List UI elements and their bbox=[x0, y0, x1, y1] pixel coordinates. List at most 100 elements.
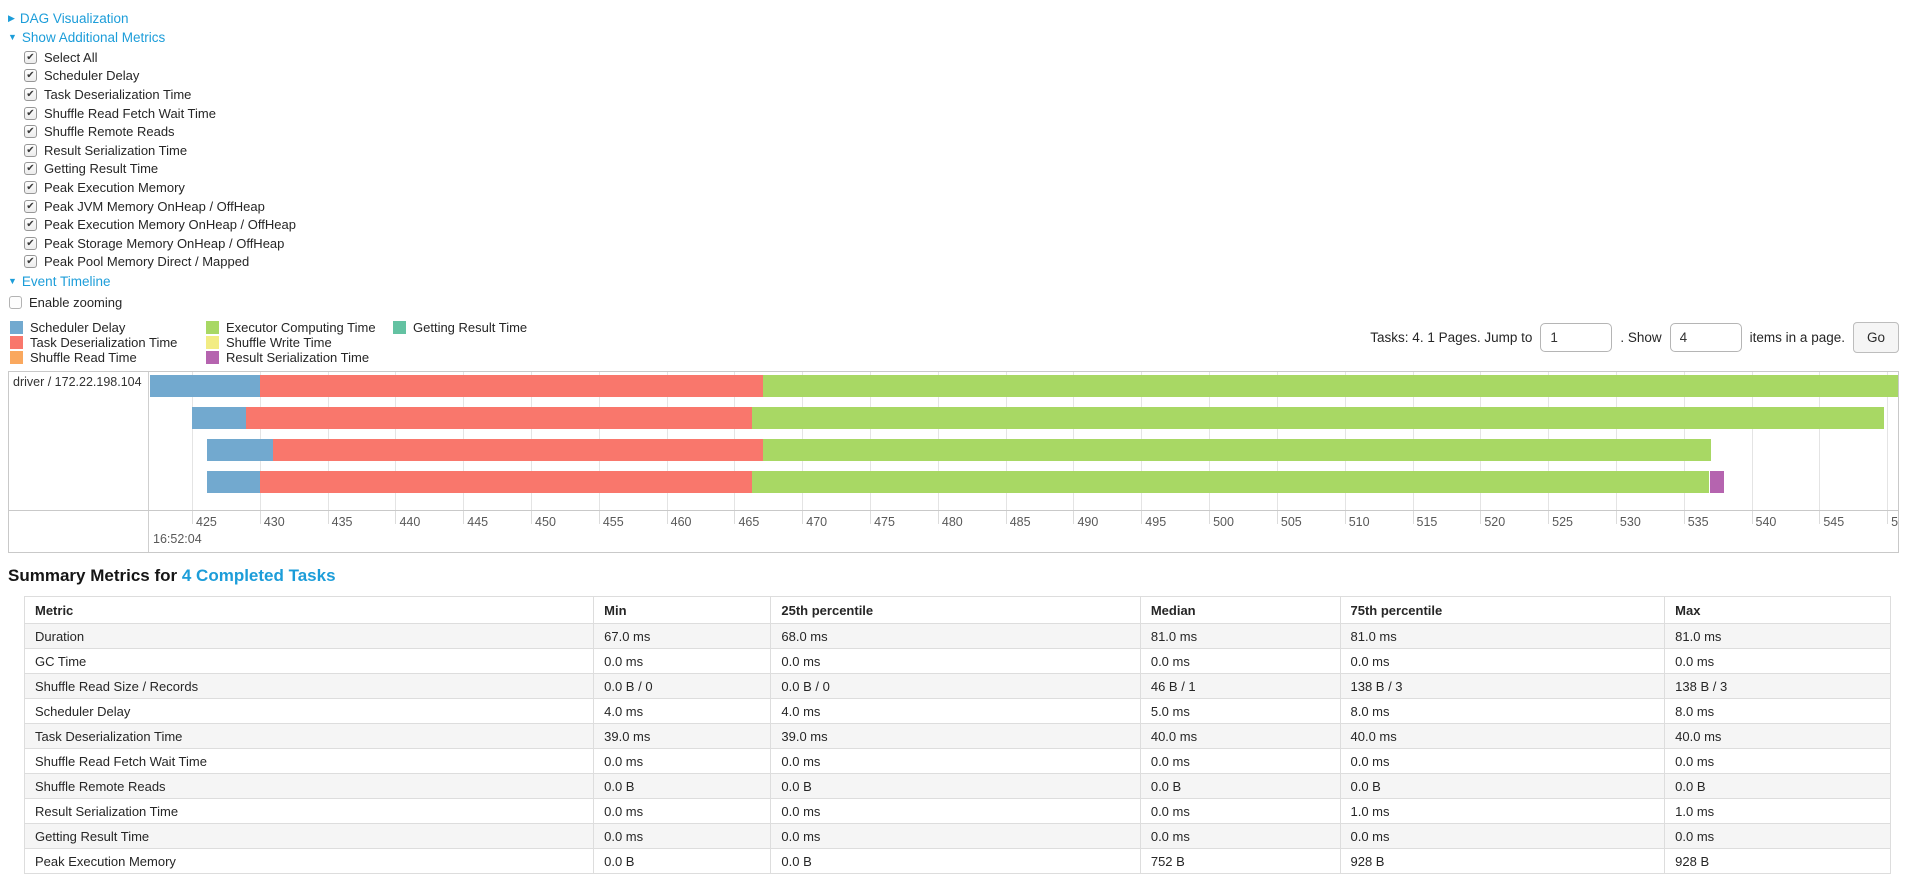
metric-value-cell: 0.0 ms bbox=[1339, 823, 1666, 850]
timeline-task-bar-segment[interactable] bbox=[762, 375, 1898, 398]
legend-column: Scheduler Delay Task Deserialization Time… bbox=[10, 320, 191, 365]
column-header: Metric bbox=[23, 596, 595, 625]
metric-name-cell: GC Time bbox=[23, 648, 595, 675]
metric-name-cell: Duration bbox=[23, 623, 595, 650]
metric-checkbox[interactable]: ✔ bbox=[24, 199, 37, 213]
timeline-task-bar-segment[interactable] bbox=[192, 407, 247, 430]
legend-item: Executor Computing Time bbox=[206, 320, 378, 335]
metric-checkbox-row: ✔ Shuffle Remote Reads bbox=[24, 122, 1899, 141]
axis-tick-label: 485 bbox=[1009, 515, 1031, 530]
metric-value-cell: 68.0 ms bbox=[770, 623, 1141, 650]
summary-metrics-table: Metric Min 25th percentile Median 75th perce… bbox=[23, 596, 1891, 874]
timeline-task-bar-segment[interactable] bbox=[273, 439, 763, 462]
legend-label: Scheduler Delay bbox=[30, 320, 126, 336]
metric-value-cell: 8.0 ms bbox=[1339, 698, 1666, 725]
timeline-task-bar-segment[interactable] bbox=[206, 471, 260, 494]
pagination-prefix-text: Tasks: 4. 1 Pages. Jump to bbox=[1370, 330, 1533, 346]
event-timeline-label: Event Timeline bbox=[21, 273, 111, 289]
axis-tick bbox=[1141, 511, 1143, 525]
metric-checkbox-label: Getting Result Time bbox=[44, 161, 159, 177]
metric-value-cell: 81.0 ms bbox=[1339, 623, 1666, 650]
timeline-task-bar-segment[interactable] bbox=[259, 471, 753, 494]
executor-row-label: driver / 172.22.198.104 bbox=[9, 372, 149, 553]
items-per-page-input[interactable] bbox=[1669, 323, 1742, 353]
completed-tasks-link[interactable]: 4 Completed Tasks bbox=[181, 566, 336, 586]
axis-tick-label: 460 bbox=[670, 515, 692, 530]
axis-tick-label: 530 bbox=[1619, 515, 1641, 530]
timeline-task-bar-segment[interactable] bbox=[246, 407, 753, 430]
metric-checkbox[interactable]: ✔ bbox=[24, 255, 37, 269]
collapsed-arrow-icon: ▶ bbox=[8, 12, 15, 23]
axis-tick bbox=[666, 511, 668, 525]
table-row: Shuffle Remote Reads 0.0 B 0.0 B 0.0 B 0.0 B… bbox=[23, 773, 1891, 800]
metric-checkbox[interactable]: ✔ bbox=[24, 236, 37, 250]
timeline-time-axis: 16:52:04 425 430 435 440 445 450 455 460 465 470 4… bbox=[9, 510, 1898, 552]
timeline-task-bar-segment[interactable] bbox=[259, 375, 763, 398]
metric-checkbox[interactable]: ✔ bbox=[24, 69, 37, 83]
enable-zooming-checkbox[interactable] bbox=[9, 296, 22, 310]
metric-value-cell: 81.0 ms bbox=[1664, 623, 1891, 650]
metric-checkbox-label: Select All bbox=[44, 49, 98, 65]
legend-item: Shuffle Write Time bbox=[206, 335, 378, 350]
metric-value-cell: 0.0 ms bbox=[1139, 823, 1341, 850]
metric-checkbox[interactable]: ✔ bbox=[24, 50, 37, 64]
metric-checkbox[interactable]: ✔ bbox=[24, 218, 37, 232]
axis-tick bbox=[1480, 511, 1482, 525]
axis-tick-label: 500 bbox=[1213, 515, 1234, 530]
axis-tick bbox=[1276, 511, 1278, 525]
legend-item: Getting Result Time bbox=[393, 320, 527, 335]
metric-value-cell: 0.0 ms bbox=[1139, 648, 1341, 675]
metric-checkbox[interactable]: ✔ bbox=[24, 180, 37, 194]
event-timeline-toggle[interactable]: ▼ Event Timeline bbox=[8, 273, 1899, 289]
metric-checkbox-row: ✔ Shuffle Read Fetch Wait Time bbox=[24, 104, 1899, 123]
metric-value-cell: 0.0 B / 0 bbox=[593, 673, 772, 700]
metric-checkbox[interactable]: ✔ bbox=[24, 106, 37, 120]
axis-gridline bbox=[1887, 372, 1889, 511]
axis-tick-label: 515 bbox=[1416, 515, 1438, 530]
timeline-task-bar-segment[interactable] bbox=[1709, 471, 1725, 494]
timeline-task-bar-segment[interactable] bbox=[206, 439, 274, 462]
go-button[interactable]: Go bbox=[1852, 322, 1899, 354]
axis-tick bbox=[1615, 511, 1617, 525]
executor-computing-swatch-icon bbox=[206, 321, 219, 335]
axis-tick bbox=[802, 511, 804, 525]
metric-value-cell: 0.0 B bbox=[770, 773, 1141, 800]
metric-checkbox[interactable]: ✔ bbox=[24, 125, 37, 139]
timeline-task-bar-segment[interactable] bbox=[150, 375, 260, 398]
metric-checkbox[interactable]: ✔ bbox=[24, 87, 37, 101]
metric-value-cell: 0.0 ms bbox=[1339, 648, 1666, 675]
show-additional-metrics-toggle[interactable]: ▼ Show Additional Metrics bbox=[8, 29, 1899, 45]
metric-value-cell: 4.0 ms bbox=[593, 698, 772, 725]
dag-visualization-label: DAG Visualization bbox=[19, 10, 129, 26]
axis-tick bbox=[1073, 511, 1075, 525]
event-timeline-chart: driver / 172.22.198.104 16:52:04 425 430 4… bbox=[8, 371, 1899, 554]
metric-checkbox-label: Peak Execution Memory OnHeap / OffHeap bbox=[44, 217, 296, 233]
timeline-task-bar-segment[interactable] bbox=[752, 407, 1885, 430]
timeline-task-bar-segment[interactable] bbox=[752, 471, 1710, 494]
metric-checkbox[interactable]: ✔ bbox=[24, 143, 37, 157]
table-row: Scheduler Delay 4.0 ms 4.0 ms 5.0 ms 8.0 ms 8… bbox=[23, 698, 1891, 725]
column-header: 75th percentile bbox=[1339, 596, 1666, 625]
axis-tick-label: 440 bbox=[399, 515, 421, 530]
axis-tick-label: 550 bbox=[1891, 515, 1898, 530]
metric-checkbox-label: Shuffle Read Fetch Wait Time bbox=[44, 105, 216, 121]
column-header: Min bbox=[593, 596, 772, 625]
timeline-task-bar-segment[interactable] bbox=[762, 439, 1711, 462]
metric-value-cell: 0.0 ms bbox=[1139, 748, 1341, 775]
jump-to-page-input[interactable] bbox=[1540, 323, 1613, 353]
dag-visualization-toggle[interactable]: ▶ DAG Visualization bbox=[8, 10, 1899, 26]
metric-value-cell: 138 B / 3 bbox=[1664, 673, 1891, 700]
axis-tick-label: 445 bbox=[467, 515, 489, 530]
metric-value-cell: 0.0 ms bbox=[593, 748, 772, 775]
metric-checkbox[interactable]: ✔ bbox=[24, 162, 37, 176]
metric-value-cell: 0.0 ms bbox=[770, 823, 1141, 850]
axis-tick bbox=[1344, 511, 1346, 525]
axis-tick-label: 455 bbox=[602, 515, 624, 530]
metric-checkbox-row: ✔ Scheduler Delay bbox=[24, 67, 1899, 86]
metric-value-cell: 0.0 B bbox=[1664, 773, 1891, 800]
metric-checkbox-row: ✔ Peak JVM Memory OnHeap / OffHeap bbox=[24, 197, 1899, 216]
metric-value-cell: 0.0 ms bbox=[1664, 648, 1891, 675]
metric-value-cell: 0.0 ms bbox=[770, 798, 1141, 825]
shuffle-read-swatch-icon bbox=[10, 351, 23, 365]
metric-checkbox-label: Peak Storage Memory OnHeap / OffHeap bbox=[44, 235, 285, 251]
